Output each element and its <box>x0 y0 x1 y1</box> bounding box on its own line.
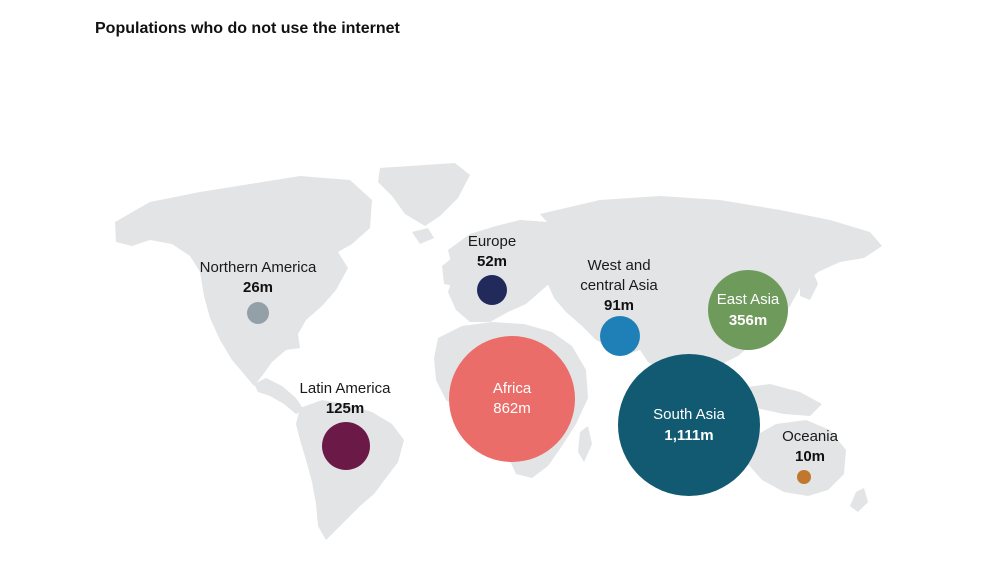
value-east-asia: 356m <box>729 312 767 329</box>
label-europe: Europe <box>468 233 516 250</box>
label-south-asia: South Asia <box>653 406 725 423</box>
bubble-oceania <box>797 470 811 484</box>
label-west-central-asia-line2: central Asia <box>580 277 658 294</box>
bubble-europe <box>477 275 507 305</box>
chart-title: Populations who do not use the internet <box>95 20 400 37</box>
bubble-africa <box>449 336 575 462</box>
label-oceania: Oceania <box>782 428 839 445</box>
central-america-shape <box>254 378 304 414</box>
south-america-shape <box>296 400 404 540</box>
madagascar-shape <box>578 426 592 462</box>
value-oceania: 10m <box>795 448 825 465</box>
bubble-latin-america <box>322 422 370 470</box>
bubble-west-central-asia <box>600 316 640 356</box>
labels-layer: Northern America 26m Latin America 125m … <box>200 233 839 465</box>
iceland-shape <box>412 228 434 244</box>
australia-shape <box>748 420 846 496</box>
bubbles-layer <box>247 270 811 496</box>
greenland-shape <box>378 163 470 226</box>
british-isles-shape <box>442 258 458 286</box>
label-latin-america: Latin America <box>300 380 392 397</box>
maritime-asia-shape <box>740 384 822 416</box>
north-america-shape <box>115 176 372 386</box>
value-northern-america: 26m <box>243 279 273 296</box>
value-africa: 862m <box>493 400 531 417</box>
label-east-asia: East Asia <box>717 291 780 308</box>
bubble-east-asia <box>708 270 788 350</box>
label-northern-america: Northern America <box>200 259 317 276</box>
value-south-asia: 1,111m <box>664 427 713 444</box>
label-west-central-asia-line1: West and <box>587 257 650 274</box>
value-west-central-asia: 91m <box>604 297 634 314</box>
label-africa: Africa <box>493 380 532 397</box>
new-zealand-shape <box>850 488 868 512</box>
value-latin-america: 125m <box>326 400 364 417</box>
value-europe: 52m <box>477 253 507 270</box>
bubble-northern-america <box>247 302 269 324</box>
bubble-south-asia <box>618 354 760 496</box>
japan-shape <box>800 270 818 300</box>
